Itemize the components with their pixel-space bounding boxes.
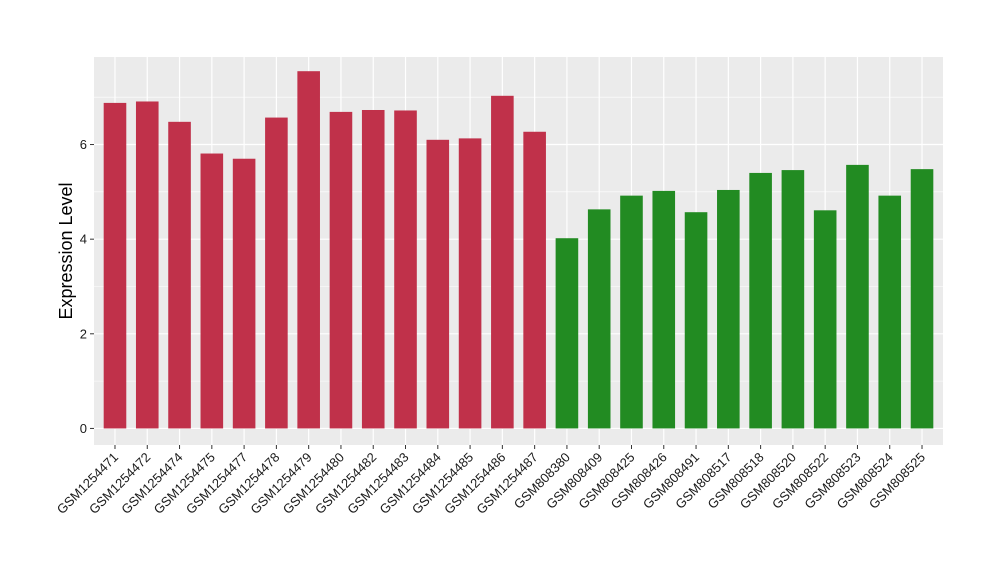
bar-GSM1254475	[200, 153, 224, 429]
x-axis: GSM1254471GSM1254472GSM1254474GSM1254475…	[54, 445, 928, 517]
bar-GSM808520	[781, 170, 805, 429]
bar-GSM808409	[587, 209, 611, 429]
bar-GSM1254484	[426, 139, 450, 429]
bar-GSM808517	[717, 189, 740, 429]
bar-GSM1254486	[491, 95, 514, 429]
bar-GSM1254480	[329, 111, 353, 429]
y-tick-label: 0	[80, 421, 87, 436]
bar-GSM808380	[555, 238, 579, 429]
bar-GSM1254471	[103, 102, 127, 429]
bar-GSM808525	[910, 169, 934, 429]
bar-GSM808425	[620, 195, 643, 429]
bar-GSM1254487	[523, 131, 546, 429]
bar-GSM808523	[846, 164, 869, 429]
bar-GSM1254472	[135, 101, 159, 429]
bar-GSM808522	[813, 210, 837, 429]
bar-GSM808426	[652, 190, 676, 429]
bar-GSM1254479	[297, 71, 320, 429]
bars	[103, 71, 934, 429]
bar-GSM1254478	[265, 117, 288, 429]
y-axis: 0 2 4 6	[80, 137, 94, 436]
bar-GSM1254485	[458, 138, 482, 429]
bar-GSM1254482	[361, 109, 385, 429]
bar-GSM808491	[684, 212, 708, 429]
bar-GSM1254483	[394, 110, 417, 429]
bar-GSM1254477	[232, 158, 256, 429]
y-axis-label: Expression Level	[56, 182, 76, 319]
bar-GSM1254474	[168, 121, 191, 429]
bar-GSM808524	[878, 195, 902, 429]
y-tick-label: 4	[80, 232, 87, 247]
bar-GSM808518	[749, 172, 772, 429]
y-tick-label: 6	[80, 137, 87, 152]
y-tick-label: 2	[80, 326, 87, 341]
